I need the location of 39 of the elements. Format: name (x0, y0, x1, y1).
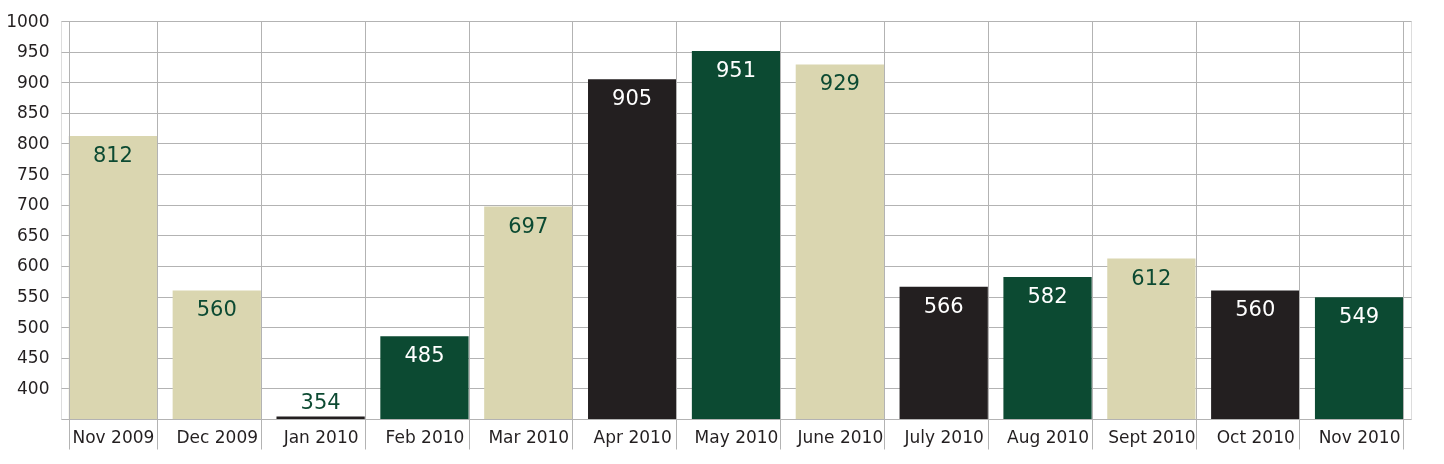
x-tick-label: Dec 2009 (176, 426, 259, 447)
x-tick-label: July 2010 (903, 426, 984, 447)
y-tick-label: 650 (17, 224, 50, 245)
x-tick-label: Oct 2010 (1216, 426, 1295, 447)
x-tick-label: Feb 2010 (385, 426, 465, 447)
data-label: 566 (923, 293, 964, 318)
y-tick-label: 750 (17, 163, 50, 184)
data-label: 560 (196, 297, 237, 322)
data-label: 612 (1131, 265, 1172, 290)
data-label: 812 (92, 143, 133, 168)
y-tick-label: 550 (17, 286, 50, 307)
x-tick-label: Sept 2010 (1108, 426, 1196, 447)
y-tick-label: 1000 (6, 10, 50, 31)
data-label: 929 (819, 71, 860, 96)
data-label: 951 (715, 58, 757, 82)
data-label: 560 (1235, 297, 1276, 322)
data-label: 549 (1339, 304, 1380, 329)
data-label: 354 (300, 389, 341, 414)
x-tick-label: June 2010 (796, 426, 884, 447)
x-tick-label: Apr 2010 (593, 426, 672, 447)
x-tick-label: Nov 2009 (72, 426, 155, 447)
data-label: 905 (612, 86, 653, 111)
y-tick-label: 700 (17, 194, 50, 215)
y-tick-label: 950 (17, 41, 50, 62)
x-tick-label: Aug 2010 (1007, 426, 1089, 447)
y-tick-label: 900 (17, 71, 50, 92)
x-tick-label: Jan 2010 (282, 426, 359, 447)
y-tick-label: 800 (17, 132, 50, 153)
y-tick-label: 600 (17, 255, 50, 276)
x-tick-label: Nov 2010 (1318, 426, 1401, 447)
y-tick-label: 500 (17, 316, 50, 337)
data-label: 697 (508, 213, 549, 238)
y-tick-label: 850 (17, 102, 50, 123)
x-tick-label: May 2010 (694, 426, 779, 447)
data-label: 582 (1027, 283, 1068, 308)
data-label: 485 (404, 343, 445, 368)
x-tick-label: Mar 2010 (488, 426, 570, 447)
y-tick-label: 400 (17, 377, 50, 398)
y-tick-label: 450 (17, 347, 50, 368)
